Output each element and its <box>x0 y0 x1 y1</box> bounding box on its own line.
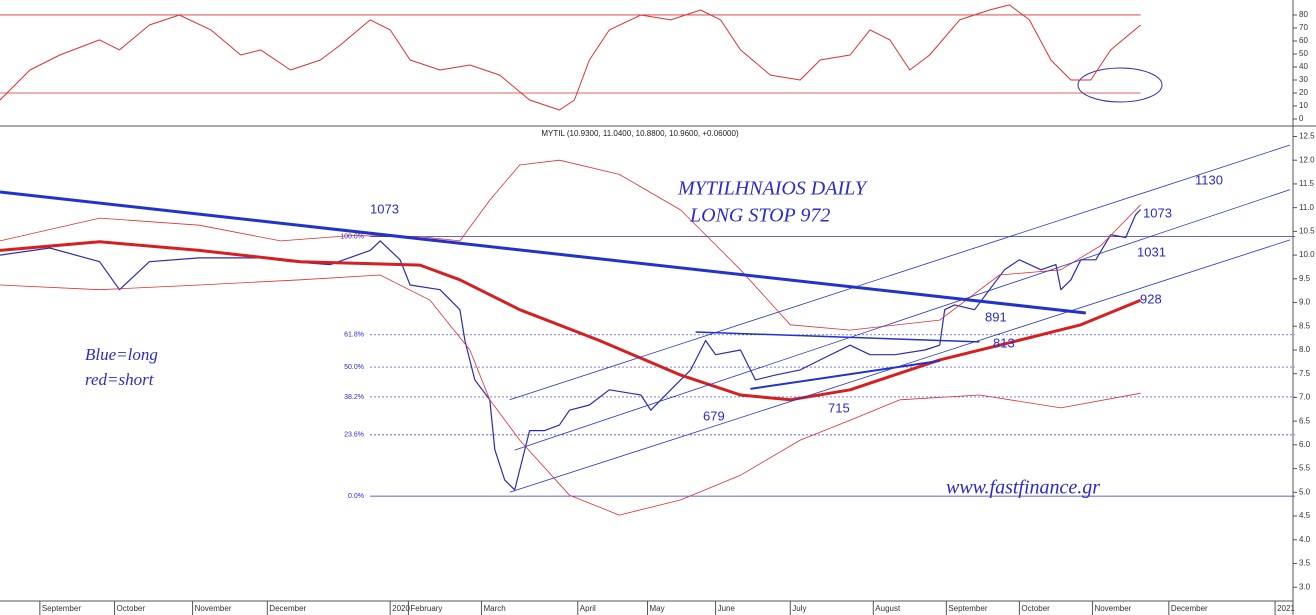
y-tick-label: 12.5 <box>1299 132 1315 141</box>
x-tick-label: September <box>948 604 987 613</box>
y-tick-label: 4.5 <box>1299 511 1311 520</box>
trendline <box>514 189 1291 451</box>
y-tick-label: 30 <box>1299 75 1308 84</box>
price-title: MYTIL (10.9300, 11.0400, 10.8800, 10.960… <box>541 129 739 138</box>
x-tick-label: April <box>580 604 596 613</box>
annotation: 715 <box>828 400 850 415</box>
series-line <box>0 274 1141 516</box>
y-tick-label: 10.5 <box>1299 226 1315 235</box>
x-tick-label: November <box>195 604 232 613</box>
annotation: Blue=long <box>85 345 158 364</box>
x-tick-label: 2021 <box>1277 604 1295 613</box>
annotation: red=short <box>85 370 155 389</box>
annotation: 1031 <box>1137 244 1166 259</box>
annotation: 1073 <box>1143 205 1172 220</box>
y-tick-label: 40 <box>1299 62 1308 71</box>
x-tick-label: November <box>1094 604 1131 613</box>
fib-label: 0.0% <box>348 493 364 500</box>
series-line <box>0 159 1141 331</box>
series-line <box>0 4 1141 111</box>
annotation: 891 <box>985 309 1007 324</box>
x-tick-label: February <box>410 604 442 613</box>
fib-label: 61.8% <box>344 332 364 339</box>
fib-label: 23.6% <box>344 432 364 439</box>
x-tick-label: May <box>650 604 665 613</box>
trendline <box>509 144 1291 401</box>
y-tick-label: 20 <box>1299 88 1308 97</box>
x-tick-label: 2020 <box>392 604 410 613</box>
y-tick-label: 80 <box>1299 10 1308 19</box>
annotation: MYTILHNAIOS DAILY <box>677 178 868 200</box>
fib-label: 38.2% <box>344 394 364 401</box>
y-tick-label: 6.0 <box>1299 440 1311 449</box>
annotation: www.fastfinance.gr <box>946 477 1100 499</box>
y-tick-label: 5.0 <box>1299 487 1311 496</box>
x-tick-label: December <box>1171 604 1208 613</box>
trendline <box>695 331 980 343</box>
y-tick-label: 7.0 <box>1299 393 1311 402</box>
trendline <box>0 190 1086 315</box>
x-tick-label: July <box>792 604 806 613</box>
y-tick-label: 9.5 <box>1299 274 1311 283</box>
annotation: 1073 <box>370 201 399 216</box>
y-tick-label: 0 <box>1299 114 1304 123</box>
y-tick-label: 7.5 <box>1299 369 1311 378</box>
x-tick-label: December <box>269 604 306 613</box>
x-tick-label: October <box>1021 604 1050 613</box>
y-tick-label: 10.0 <box>1299 250 1315 259</box>
annotation: 813 <box>993 335 1015 350</box>
y-tick-label: 11.0 <box>1299 203 1315 212</box>
x-tick-label: March <box>483 604 505 613</box>
y-tick-label: 12.0 <box>1299 155 1315 164</box>
annotation: LONG STOP 972 <box>689 205 830 227</box>
y-tick-label: 8.0 <box>1299 345 1311 354</box>
y-tick-label: 3.5 <box>1299 559 1311 568</box>
x-tick-label: October <box>117 604 146 613</box>
annotation: 1130 <box>1195 172 1223 187</box>
y-tick-label: 3.0 <box>1299 582 1311 591</box>
y-tick-label: 11.5 <box>1299 179 1315 188</box>
y-tick-label: 60 <box>1299 36 1308 45</box>
x-tick-label: September <box>42 604 81 613</box>
y-tick-label: 70 <box>1299 23 1308 32</box>
x-tick-label: August <box>875 604 901 613</box>
y-tick-label: 50 <box>1299 49 1308 58</box>
fib-label: 50.0% <box>344 364 364 371</box>
x-tick-label: June <box>718 604 736 613</box>
y-tick-label: 8.5 <box>1299 321 1311 330</box>
y-tick-label: 10 <box>1299 101 1308 110</box>
y-tick-label: 6.5 <box>1299 416 1311 425</box>
series-line <box>0 240 1142 402</box>
annotation: 679 <box>703 408 725 423</box>
fib-label: 100.0% <box>340 233 364 240</box>
y-tick-label: 5.5 <box>1299 464 1311 473</box>
highlight-ellipse <box>1077 67 1163 103</box>
annotation: 928 <box>1140 291 1162 306</box>
y-tick-label: 4.0 <box>1299 535 1311 544</box>
series-line <box>0 209 1142 491</box>
y-tick-label: 9.0 <box>1299 298 1311 307</box>
trendline <box>750 359 940 390</box>
